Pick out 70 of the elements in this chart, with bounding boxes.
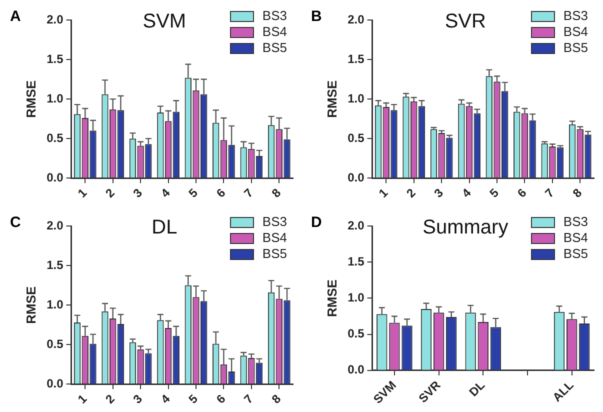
legend-label: BS4	[262, 230, 287, 246]
y-tick-label: 0.5	[46, 130, 64, 145]
y-tick-label: 2.0	[348, 218, 365, 232]
legend-label: BS5	[262, 40, 287, 56]
x-tick-label: 3	[130, 186, 146, 200]
chart-title: Summary	[422, 216, 508, 239]
x-tick-label: 6	[514, 186, 530, 200]
chart-title: DL	[152, 216, 178, 239]
y-tick-label: 0.0	[348, 362, 365, 377]
y-tick-label: 1.5	[46, 52, 64, 66]
x-tick-label: 8	[268, 186, 284, 200]
legend-label: BS3	[262, 214, 287, 230]
legend-label: BS4	[563, 230, 588, 246]
y-axis-title: RMSE	[324, 279, 340, 317]
x-tick-label: 7	[241, 392, 256, 406]
x-tick-label: 1	[74, 392, 90, 406]
y-axis-title: RMSE	[324, 80, 340, 118]
legend-label: BS3	[262, 8, 287, 24]
x-tick-label: 2	[404, 186, 419, 200]
y-tick-label: 2.0	[46, 12, 64, 26]
y-tick-label: 0.0	[348, 170, 365, 184]
y-tick-label: 0.5	[348, 130, 365, 145]
x-tick-label: 7	[241, 186, 256, 200]
y-tick-label: 1.5	[348, 254, 365, 268]
legend-label: BS3	[563, 214, 588, 230]
x-tick-label: 1	[376, 186, 391, 200]
text: C	[10, 214, 21, 231]
x-tick-label: 3	[431, 186, 446, 200]
y-tick-label: 1.0	[348, 290, 365, 305]
x-tick-label: 2	[102, 392, 118, 406]
x-tick-label: ALL	[550, 378, 576, 404]
x-tick-label: 4	[459, 186, 474, 200]
x-tick-label: 4	[158, 186, 173, 200]
y-tick-label: 0.0	[46, 376, 64, 390]
x-tick-label: 4	[158, 392, 173, 406]
y-tick-label: 1.0	[348, 91, 365, 106]
legend-label: BS5	[262, 246, 287, 262]
legend-label: BS4	[563, 24, 588, 40]
y-tick-label: 2.0	[348, 12, 365, 26]
text: B	[311, 8, 322, 25]
x-tick-label: 6	[214, 186, 228, 200]
text: D	[311, 214, 322, 231]
y-tick-label: 1.0	[46, 297, 64, 312]
x-tick-label: 1	[74, 186, 90, 200]
x-tick-label: 5	[186, 392, 201, 406]
x-tick-label: DL	[466, 378, 488, 400]
y-tick-label: 1.5	[46, 258, 64, 272]
legend-label: BS3	[563, 8, 588, 24]
y-tick-label: 2.0	[46, 218, 64, 232]
y-tick-label: 0.0	[46, 170, 64, 184]
x-tick-label: 2	[102, 186, 118, 200]
chart-title: SVM	[142, 10, 186, 33]
y-tick-label: 0.5	[46, 336, 64, 351]
legend-label: BS4	[262, 24, 287, 40]
x-tick-label: 8	[268, 392, 284, 406]
x-tick-label: 8	[570, 186, 585, 200]
y-tick-label: 1.5	[348, 52, 365, 66]
y-axis-title: RMSE	[23, 286, 38, 324]
y-tick-label: 1.0	[46, 91, 64, 106]
y-axis-title: RMSE	[23, 80, 38, 118]
x-tick-label: 5	[186, 186, 201, 200]
x-tick-label: 5	[486, 186, 502, 200]
x-tick-label: 7	[542, 186, 558, 200]
legend-label: BS5	[563, 40, 588, 56]
x-tick-label: 3	[130, 392, 146, 406]
text: A	[10, 8, 21, 25]
chart-title: SVR	[444, 10, 486, 33]
y-tick-label: 0.5	[348, 326, 365, 341]
legend-label: BS5	[563, 246, 588, 262]
x-tick-label: 6	[214, 392, 228, 406]
